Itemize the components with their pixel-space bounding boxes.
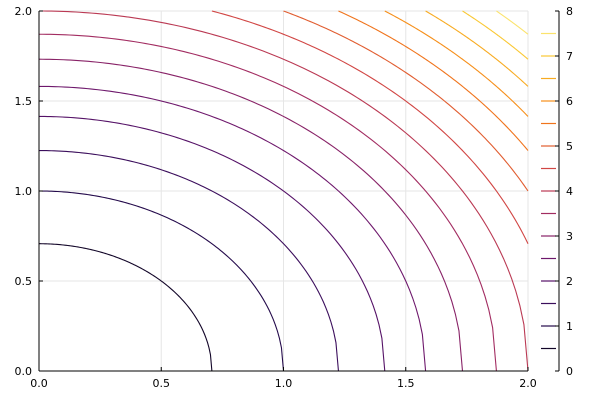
y-tick-label: 1.5 [15, 95, 33, 108]
contour-line-3 [38, 58, 464, 372]
contour-line-3-5 [38, 33, 497, 372]
x-tick-label: 0.5 [153, 377, 171, 390]
contour-line-1 [38, 190, 285, 372]
contour-line-6 [384, 10, 529, 117]
colorbar-tick-label: 7 [566, 50, 573, 63]
colorbar-tick-label: 4 [566, 185, 573, 198]
colorbar: 0 1 2 3 4 5 6 7 8 [541, 5, 573, 378]
contour-line-7 [462, 10, 529, 60]
contour-line-5-5 [338, 10, 529, 151]
contour-lines [38, 10, 529, 372]
colorbar-tick-label: 8 [566, 5, 573, 18]
y-tick-label: 0.0 [15, 365, 33, 378]
colorbar-tick-label: 6 [566, 95, 573, 108]
contour-line-4-5 [211, 10, 529, 244]
x-tick-label: 2.0 [519, 377, 537, 390]
contour-line-2 [38, 115, 386, 372]
colorbar-tick-label: 5 [566, 140, 573, 153]
x-tick-label: 0.0 [30, 377, 48, 390]
colorbar-tick-label: 2 [566, 275, 573, 288]
x-tick-label: 1.0 [275, 377, 293, 390]
contour-line-6-5 [425, 10, 529, 87]
y-tick-label: 2.0 [15, 5, 33, 18]
x-tick-label: 1.5 [397, 377, 415, 390]
contour-line-5 [283, 10, 529, 192]
y-axis-ticks: 0.0 0.5 1.0 1.5 2.0 [15, 5, 43, 378]
colorbar-tick-label: 3 [566, 230, 573, 243]
colorbar-tick-label: 1 [566, 320, 573, 333]
contour-line-4 [38, 10, 529, 372]
contour-line-0-5 [38, 243, 213, 372]
colorbar-tick-label: 0 [566, 365, 573, 378]
y-tick-label: 1.0 [15, 185, 33, 198]
contour-line-1-5 [39, 150, 339, 372]
x-axis-ticks: 0.0 0.5 1.0 1.5 2.0 [30, 367, 537, 390]
y-tick-label: 0.5 [15, 275, 33, 288]
contour-line-2-5 [39, 85, 427, 372]
contour-line-7-5 [496, 10, 529, 35]
